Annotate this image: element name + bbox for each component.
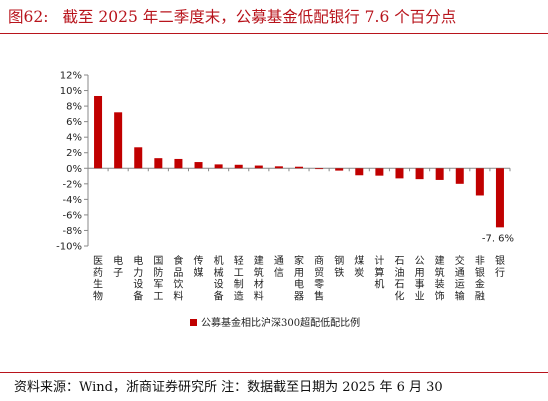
bar-21 bbox=[495, 168, 504, 228]
bar-4 bbox=[154, 158, 163, 169]
category-label: 煤炭 bbox=[354, 254, 364, 279]
category-label: 商贸零售 bbox=[314, 254, 324, 302]
bar-9 bbox=[254, 165, 263, 169]
y-tick-label: 6% bbox=[66, 117, 82, 128]
bar-8 bbox=[234, 164, 243, 169]
category-label: 机械设备 bbox=[214, 254, 224, 302]
data-label: -7. 6% bbox=[482, 233, 514, 244]
category-label: 建筑装饰 bbox=[435, 254, 445, 302]
bar-7 bbox=[214, 164, 223, 169]
y-tick-label: -10% bbox=[56, 242, 82, 253]
bar-6 bbox=[194, 162, 203, 169]
bar-18 bbox=[435, 168, 444, 180]
bar-14 bbox=[355, 168, 364, 176]
y-tick-label: -2% bbox=[63, 179, 82, 190]
category-label: 国防军工 bbox=[153, 255, 163, 302]
category-label: 石油石化 bbox=[394, 256, 404, 302]
y-tick-label: 2% bbox=[66, 148, 82, 159]
y-tick-label: 0% bbox=[66, 164, 82, 175]
category-label: 计算机 bbox=[374, 254, 384, 291]
bar-13 bbox=[335, 168, 344, 171]
category-label: 医药生物 bbox=[93, 255, 103, 302]
category-label: 家用电器 bbox=[294, 254, 304, 302]
source-note: 资料来源：Wind，浙商证券研究所 注：数据截至日期为 2025 年 6 月 3… bbox=[14, 380, 443, 395]
bar-3 bbox=[134, 147, 143, 169]
legend-label: 公募基金相比沪深300超配低配比例 bbox=[201, 316, 360, 329]
y-tick-label: -8% bbox=[63, 226, 82, 237]
category-label: 电力设备 bbox=[133, 254, 143, 302]
category-label: 电子 bbox=[113, 254, 123, 279]
y-tick-label: 12% bbox=[60, 71, 82, 82]
bar-19 bbox=[455, 168, 464, 184]
title-divider bbox=[0, 33, 548, 34]
category-label: 建筑材料 bbox=[254, 254, 264, 302]
category-label: 钢铁 bbox=[334, 254, 344, 279]
category-label: 轻工制造 bbox=[234, 254, 244, 302]
bar-5 bbox=[174, 158, 183, 169]
bar-2 bbox=[114, 112, 123, 169]
figure-number: 图62: bbox=[8, 8, 49, 26]
bar-1 bbox=[94, 95, 103, 169]
legend-swatch bbox=[190, 319, 197, 326]
bar-11 bbox=[295, 166, 303, 169]
bar-20 bbox=[475, 168, 484, 196]
y-tick-label: -6% bbox=[63, 210, 82, 221]
figure-title-text: 截至 2025 年二季度末，公募基金低配银行 7.6 个百分点 bbox=[62, 8, 457, 26]
category-label: 公用事业 bbox=[415, 256, 425, 302]
y-tick-label: 4% bbox=[66, 133, 82, 144]
category-label: 通信 bbox=[274, 255, 284, 279]
bar-chart: -10% -8% -6% -4% -2% 0% 2% 4% 6% 8% 10% 12% 医药生物电子电力… bbox=[56, 71, 514, 330]
category-label: 传媒 bbox=[194, 255, 204, 279]
bar-10 bbox=[274, 166, 283, 169]
category-label: 食品饮料 bbox=[173, 254, 183, 302]
source-divider bbox=[0, 372, 548, 373]
category-label: 银行 bbox=[495, 254, 505, 279]
figure-title: 图62: 截至 2025 年二季度末，公募基金低配银行 7.6 个百分点 bbox=[8, 4, 544, 30]
y-tick-label: 10% bbox=[60, 86, 82, 97]
category-label: 非银金融 bbox=[475, 255, 485, 302]
y-tick-label: 8% bbox=[66, 102, 82, 113]
y-tick-label: -4% bbox=[63, 195, 82, 206]
bar-17 bbox=[415, 168, 424, 180]
bar-12 bbox=[315, 168, 324, 170]
bar-15 bbox=[375, 168, 384, 176]
bar-16 bbox=[395, 168, 404, 179]
category-label: 交通运输 bbox=[455, 254, 465, 302]
